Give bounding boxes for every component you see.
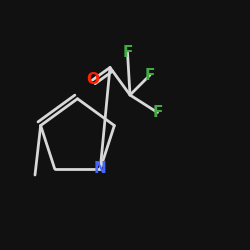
Text: F: F [145, 68, 155, 82]
Text: N: N [94, 161, 107, 176]
Text: O: O [86, 72, 99, 88]
Text: F: F [152, 105, 163, 120]
Text: F: F [122, 45, 133, 60]
